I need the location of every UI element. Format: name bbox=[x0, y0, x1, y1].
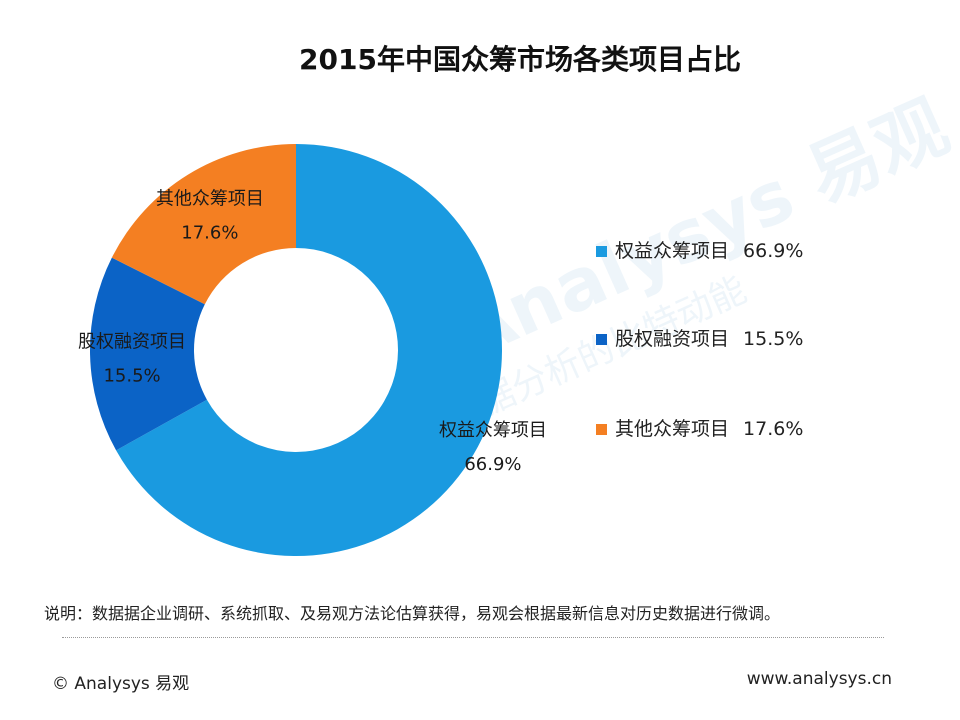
slice-label: 权益众筹项目 bbox=[439, 420, 547, 441]
slice-value-label: 17.6% bbox=[181, 222, 238, 243]
legend-item: 股权融资项目 15.5% bbox=[596, 324, 803, 354]
footer-website: www.analysys.cn bbox=[746, 669, 892, 689]
footer-brand: © Analysys 易观 bbox=[52, 674, 190, 694]
legend-swatch bbox=[596, 424, 607, 435]
slice-value-label: 15.5% bbox=[103, 366, 160, 387]
footnote: 说明：数据据企业调研、系统抓取、及易观方法论估算获得，易观会根据最新信息对历史数… bbox=[44, 604, 781, 623]
legend-label: 股权融资项目 bbox=[615, 328, 730, 350]
legend-value: 17.6% bbox=[743, 418, 804, 440]
legend-value: 15.5% bbox=[743, 328, 804, 350]
slice-label: 其他众筹项目 bbox=[156, 188, 264, 209]
slice-value-label: 66.9% bbox=[464, 454, 521, 475]
legend-item: 权益众筹项目 66.9% bbox=[596, 236, 803, 266]
slice-label: 股权融资项目 bbox=[78, 332, 186, 353]
legend-label: 权益众筹项目 bbox=[615, 240, 730, 262]
page-title: 2015年中国众筹市场各类项目占比 bbox=[299, 43, 741, 76]
legend-label: 其他众筹项目 bbox=[615, 418, 730, 440]
donut-slice bbox=[116, 144, 502, 556]
legend-swatch bbox=[596, 334, 607, 345]
donut-slice bbox=[111, 144, 296, 305]
legend-item: 其他众筹项目 17.6% bbox=[596, 414, 803, 444]
legend-value: 66.9% bbox=[743, 240, 804, 262]
legend-swatch bbox=[596, 246, 607, 257]
donut-slice bbox=[90, 257, 207, 451]
divider bbox=[62, 637, 884, 638]
